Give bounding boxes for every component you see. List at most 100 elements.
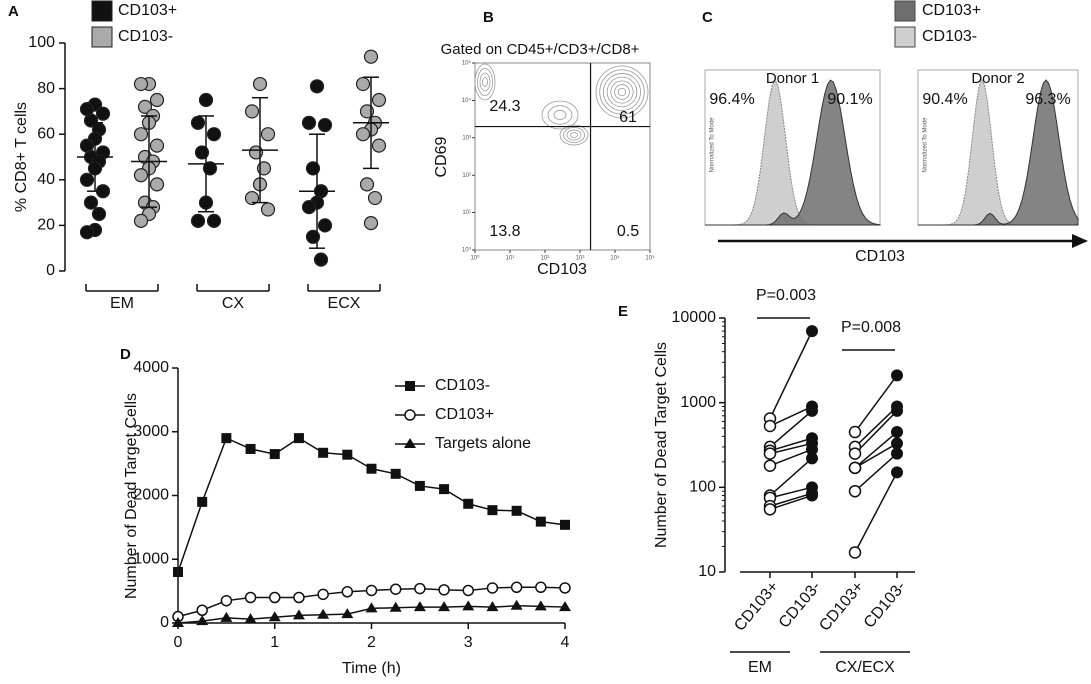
y-tick-label: 0 [160, 614, 169, 631]
x-tick-label: CD103+ [731, 578, 782, 634]
dot [363, 216, 379, 231]
filled-dot [891, 369, 903, 382]
quadrant-value: 0.5 [617, 223, 639, 240]
x-tick-label: CD103+ [816, 578, 867, 634]
y-tick-label: 10 [698, 563, 716, 580]
y-tick-label: 10⁵ [462, 60, 472, 67]
contour [599, 69, 645, 115]
pair-line [769, 410, 813, 448]
x-tick-label: ECX [328, 295, 361, 312]
marker [342, 449, 353, 460]
filled-dot [806, 325, 818, 338]
marker [244, 591, 257, 604]
pair-line [854, 431, 898, 469]
marker [463, 498, 474, 509]
marker [511, 505, 522, 516]
marker [318, 447, 329, 458]
dot [301, 115, 317, 130]
x-tick-label: 3 [464, 634, 473, 651]
dot [244, 190, 260, 206]
y-axis-label: % CD8+ T cells [13, 102, 30, 212]
y-axis-label: Number of Dead Target Cells [123, 393, 140, 599]
x-tick-label: 2 [367, 634, 376, 651]
marker [196, 604, 208, 616]
marker [268, 611, 281, 622]
pair-line [769, 437, 813, 452]
marker [341, 586, 354, 598]
dot [317, 218, 333, 233]
quadrant-value: 24.3 [489, 98, 520, 115]
marker [559, 582, 571, 594]
marker [292, 609, 305, 620]
marker [245, 443, 256, 454]
x-tick-label: CD103- [861, 578, 909, 631]
marker [365, 602, 378, 613]
marker [486, 582, 499, 594]
contour [482, 77, 488, 87]
y-axis-label: Normalized To Mode [710, 117, 716, 173]
marker [414, 480, 425, 491]
marker [405, 381, 415, 391]
dot [309, 79, 325, 94]
x-axis-label: Time (h) [342, 660, 401, 677]
legend-swatch [91, 0, 113, 22]
arrow-head [1072, 234, 1088, 248]
x-tick-label: EM [110, 295, 134, 312]
marker [317, 588, 329, 601]
y-tick-label: 2000 [133, 487, 169, 504]
open-dot [763, 447, 777, 460]
legend-label: CD103+ [922, 2, 981, 19]
x-axis-label: CD103 [855, 248, 905, 265]
legend-label: Targets alone [435, 435, 531, 452]
contour [474, 63, 496, 101]
dot [95, 106, 111, 121]
dot [367, 190, 383, 206]
panel-letter: B [483, 9, 494, 26]
marker [197, 496, 208, 507]
marker [559, 601, 571, 612]
panel-letter: A [8, 3, 19, 20]
y-tick-label: 3000 [133, 423, 169, 440]
contour [553, 109, 567, 121]
marker [560, 519, 570, 530]
open-dot [848, 461, 862, 475]
dot [206, 127, 222, 142]
legend-swatch [894, 0, 916, 22]
dot [83, 195, 99, 210]
marker [534, 600, 547, 611]
marker [221, 433, 232, 444]
pair-line [769, 405, 813, 427]
dot [133, 213, 149, 228]
legend-label: CD103- [922, 28, 977, 45]
y-tick-label: 20 [37, 217, 55, 234]
marker [438, 601, 451, 612]
marker [317, 608, 330, 619]
dot [371, 138, 387, 153]
dot [190, 213, 206, 228]
dot [355, 127, 371, 142]
contour [547, 105, 573, 125]
dot [133, 76, 149, 92]
p-value: P=0.003 [756, 287, 816, 304]
y-tick-label: 100 [28, 34, 55, 51]
y-axis-label: Normalized To Mode [923, 117, 929, 173]
p-value: P=0.008 [841, 319, 901, 336]
open-dot [763, 419, 777, 433]
percent-label: 90.1% [827, 91, 872, 108]
percent-label: 90.4% [922, 91, 967, 108]
y-tick-label: 1000 [680, 394, 716, 411]
donor-title: Donor 1 [766, 70, 819, 87]
panel-title: Gated on CD45+/CD3+/CD8+ [441, 41, 640, 58]
dot [137, 99, 153, 114]
marker [486, 601, 499, 612]
contour [595, 65, 649, 119]
marker [404, 438, 416, 448]
dot [149, 138, 165, 153]
series-line [177, 437, 566, 573]
donor-title: Donor 2 [971, 70, 1024, 87]
marker [196, 615, 209, 626]
x-tick-label: 10¹ [506, 256, 515, 262]
contour [566, 129, 582, 141]
percent-label: 96.4% [709, 91, 754, 108]
